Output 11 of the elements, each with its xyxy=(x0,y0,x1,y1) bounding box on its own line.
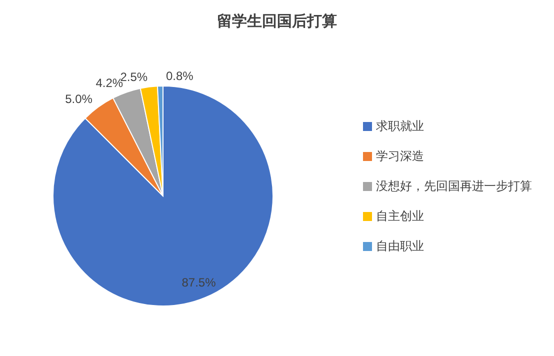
data-label: 87.5% xyxy=(182,275,216,290)
legend-label: 没想好，先回国再进一步打算 xyxy=(376,179,532,193)
data-label: 0.8% xyxy=(166,69,194,84)
legend-label: 学习深造 xyxy=(376,149,424,163)
chart-title: 留学生回国后打算 xyxy=(216,11,338,31)
legend-label: 求职就业 xyxy=(376,119,424,133)
legend-label: 自主创业 xyxy=(376,209,424,223)
data-label: 4.2% xyxy=(96,76,124,90)
data-label: 5.0% xyxy=(65,92,93,106)
legend-label: 自由职业 xyxy=(376,239,424,253)
pie-slice xyxy=(52,86,274,306)
